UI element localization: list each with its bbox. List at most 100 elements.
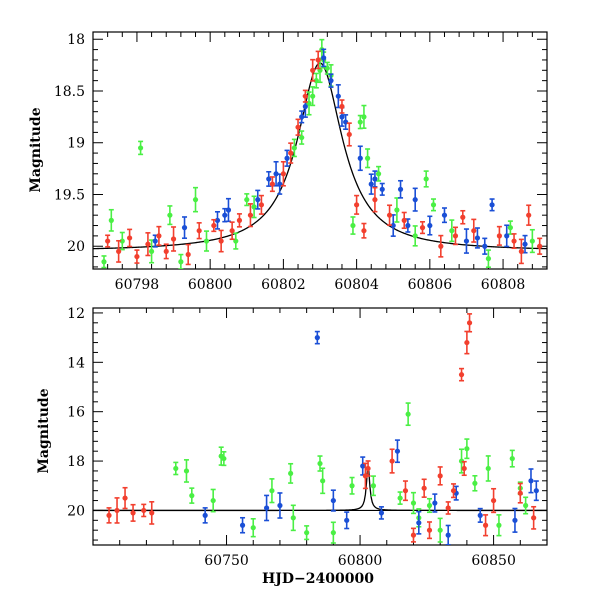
top-marker	[379, 186, 385, 192]
top-data-point	[137, 140, 144, 156]
bottom-y-tick-label: 12	[67, 306, 85, 322]
top-data-point	[386, 204, 393, 226]
bottom-marker	[416, 520, 422, 526]
top-marker	[178, 259, 184, 265]
top-data-point	[218, 229, 224, 253]
top-marker	[372, 197, 378, 203]
top-data-point	[361, 104, 367, 129]
bottom-marker	[183, 468, 190, 474]
bottom-marker	[141, 507, 147, 514]
top-marker	[116, 248, 122, 255]
top-marker	[529, 238, 535, 244]
top-y-tick-label: 19.5	[54, 187, 85, 203]
top-data-point	[507, 220, 513, 235]
top-marker	[145, 241, 151, 247]
bottom-marker	[290, 515, 296, 521]
top-data-point	[452, 226, 459, 246]
top-data-point	[280, 160, 286, 187]
top-data-point	[302, 89, 308, 103]
top-marker	[302, 93, 308, 99]
top-marker	[394, 207, 400, 213]
top-marker	[288, 150, 294, 156]
top-marker	[269, 181, 276, 187]
bottom-data-point	[218, 446, 224, 466]
top-data-point	[529, 228, 535, 254]
bottom-data-point	[210, 488, 216, 513]
top-marker	[518, 248, 524, 255]
bottom-marker	[149, 510, 155, 516]
bottom-marker	[402, 488, 409, 494]
bottom-marker	[466, 320, 473, 326]
top-marker	[419, 225, 426, 231]
top-data-point	[299, 110, 305, 124]
top-marker	[496, 233, 503, 239]
bottom-marker	[314, 335, 320, 341]
bottom-marker	[464, 446, 470, 452]
top-data-point	[156, 225, 162, 246]
top-marker	[485, 256, 492, 262]
top-marker	[247, 212, 254, 218]
top-marker	[511, 238, 517, 244]
top-data-point	[119, 231, 125, 251]
top-data-point	[430, 198, 437, 212]
top-data-point	[288, 142, 294, 164]
bottom-marker	[370, 483, 377, 489]
top-data-point	[357, 114, 363, 130]
bottom-marker	[450, 488, 457, 494]
top-y-axis-label: Magnitude	[28, 107, 44, 192]
bottom-marker	[458, 372, 465, 378]
bottom-marker	[437, 527, 443, 533]
top-marker	[441, 212, 448, 218]
top-marker	[449, 228, 455, 234]
top-plot-frame	[92, 31, 548, 270]
top-marker	[222, 212, 228, 218]
bottom-data-point	[330, 489, 336, 512]
bottom-data-point	[477, 507, 483, 523]
bottom-data-point	[239, 516, 246, 534]
top-x-tick-label: 60806	[408, 277, 453, 293]
top-marker	[354, 202, 360, 208]
bottom-data-point	[344, 511, 350, 530]
bottom-marker	[317, 460, 323, 467]
bottom-plot-frame	[92, 307, 548, 546]
bottom-data-point	[263, 494, 270, 522]
top-x-tick-label: 60808	[481, 277, 526, 293]
top-data-point	[236, 213, 243, 228]
top-marker	[148, 248, 155, 255]
bottom-marker	[410, 532, 417, 538]
bottom-data-point	[130, 503, 136, 522]
bottom-data-point	[250, 517, 256, 538]
top-data-point	[170, 226, 177, 252]
top-data-point	[321, 48, 327, 68]
bottom-data-point	[405, 402, 411, 427]
bottom-data-point	[531, 505, 537, 530]
bottom-marker	[394, 448, 401, 454]
top-marker	[438, 243, 444, 249]
bottom-marker	[330, 530, 336, 536]
bottom-data-point	[402, 480, 409, 502]
top-data-point	[368, 173, 374, 195]
top-data-point	[185, 243, 191, 266]
top-data-point	[277, 173, 283, 195]
top-marker	[471, 228, 477, 234]
bottom-data-point	[509, 449, 515, 468]
bottom-marker	[239, 522, 246, 528]
bottom-data-point	[517, 482, 523, 504]
bottom-marker	[405, 411, 411, 417]
top-marker	[310, 67, 316, 73]
bottom-marker	[221, 455, 227, 462]
top-marker	[482, 243, 488, 249]
top-marker	[357, 155, 363, 161]
bottom-marker	[523, 502, 529, 509]
bottom-data-point	[485, 455, 491, 482]
top-data-point	[482, 237, 488, 255]
bottom-model-curve	[93, 467, 547, 512]
top-data-point	[357, 145, 363, 172]
bottom-data-point	[464, 438, 470, 460]
bottom-data-point	[277, 492, 283, 519]
top-marker	[273, 171, 279, 177]
bottom-data-point	[466, 313, 473, 333]
bottom-data-point	[461, 460, 467, 477]
bottom-marker	[472, 480, 478, 486]
